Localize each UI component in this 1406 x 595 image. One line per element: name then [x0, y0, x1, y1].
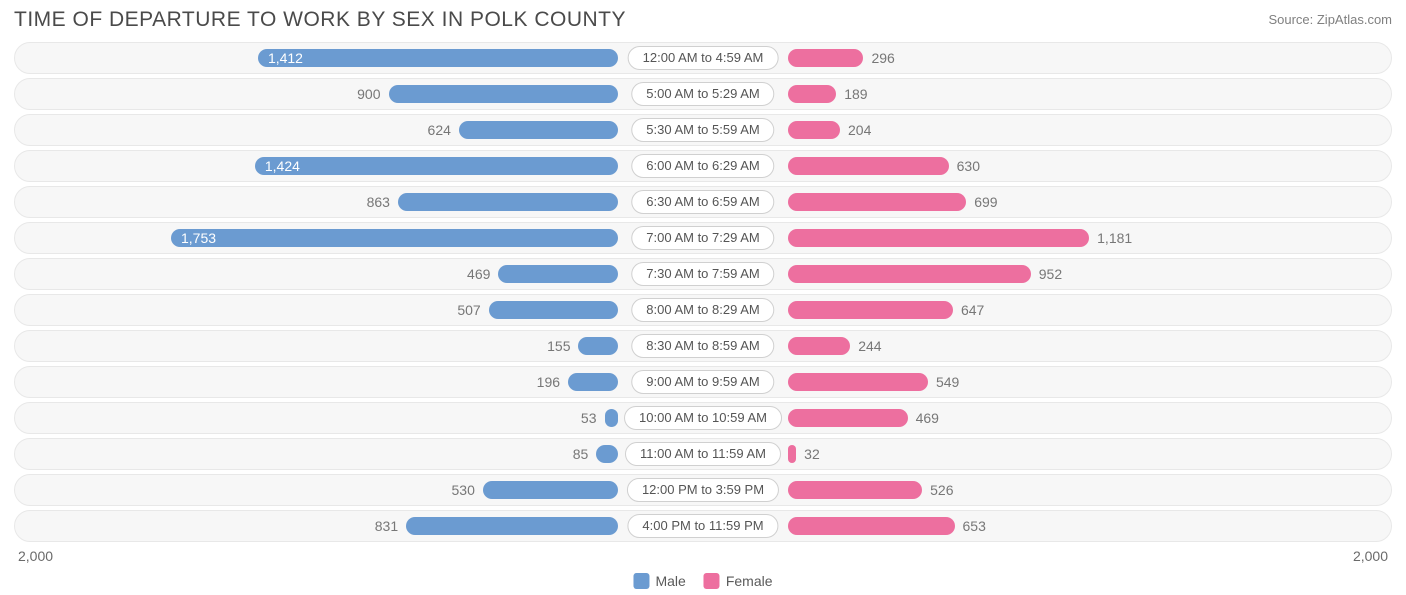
female-bar	[788, 337, 850, 355]
category-label: 7:00 AM to 7:29 AM	[631, 226, 774, 250]
chart-row: 1,412 296 12:00 AM to 4:59 AM	[14, 42, 1392, 74]
chart-row: 53 469 10:00 AM to 10:59 AM	[14, 402, 1392, 434]
male-bar	[389, 85, 619, 103]
male-bar	[605, 409, 619, 427]
male-value-label: 863	[367, 194, 390, 210]
category-label: 5:30 AM to 5:59 AM	[631, 118, 774, 142]
female-value-label: 296	[871, 50, 894, 66]
category-label: 7:30 AM to 7:59 AM	[631, 262, 774, 286]
chart-row: 507 647 8:00 AM to 8:29 AM	[14, 294, 1392, 326]
male-bar	[258, 49, 618, 67]
female-bar	[788, 157, 949, 175]
female-value-label: 630	[957, 158, 980, 174]
x-axis: 2,000 2,000	[0, 546, 1406, 564]
male-bar	[489, 301, 618, 319]
category-label: 12:00 PM to 3:59 PM	[627, 478, 779, 502]
chart-row: 1,753 1,181 7:00 AM to 7:29 AM	[14, 222, 1392, 254]
female-bar	[788, 193, 966, 211]
female-value-label: 526	[930, 482, 953, 498]
male-bar	[171, 229, 618, 247]
category-label: 4:00 PM to 11:59 PM	[627, 514, 778, 538]
axis-right-label: 2,000	[1353, 548, 1388, 564]
male-value-label: 155	[547, 338, 570, 354]
chart-row: 1,424 630 6:00 AM to 6:29 AM	[14, 150, 1392, 182]
male-value-label: 831	[375, 518, 398, 534]
chart-row: 900 189 5:00 AM to 5:29 AM	[14, 78, 1392, 110]
female-bar	[788, 481, 922, 499]
female-bar	[788, 85, 836, 103]
male-value-label: 53	[581, 410, 597, 426]
axis-left-label: 2,000	[18, 548, 53, 564]
female-bar	[788, 265, 1031, 283]
legend-item-female: Female	[704, 573, 773, 589]
category-label: 10:00 AM to 10:59 AM	[624, 406, 782, 430]
male-bar	[596, 445, 618, 463]
female-value-label: 549	[936, 374, 959, 390]
female-value-label: 647	[961, 302, 984, 318]
category-label: 6:00 AM to 6:29 AM	[631, 154, 774, 178]
female-bar	[788, 301, 953, 319]
chart-row: 469 952 7:30 AM to 7:59 AM	[14, 258, 1392, 290]
category-label: 6:30 AM to 6:59 AM	[631, 190, 774, 214]
female-value-label: 204	[848, 122, 871, 138]
female-bar	[788, 49, 863, 67]
chart-row: 624 204 5:30 AM to 5:59 AM	[14, 114, 1392, 146]
female-value-label: 244	[858, 338, 881, 354]
category-label: 11:00 AM to 11:59 AM	[625, 442, 781, 466]
male-value-label: 196	[537, 374, 560, 390]
female-value-label: 32	[804, 446, 820, 462]
female-value-label: 189	[844, 86, 867, 102]
male-value-label: 1,424	[265, 158, 300, 174]
chart-source: Source: ZipAtlas.com	[1268, 12, 1392, 27]
legend-female-label: Female	[726, 573, 773, 589]
male-bar	[406, 517, 618, 535]
female-bar	[788, 445, 796, 463]
male-bar	[568, 373, 618, 391]
legend-item-male: Male	[633, 573, 685, 589]
male-bar	[483, 481, 618, 499]
chart-header: TIME OF DEPARTURE TO WORK BY SEX IN POLK…	[0, 0, 1406, 42]
female-value-label: 653	[963, 518, 986, 534]
male-bar	[255, 157, 618, 175]
category-label: 5:00 AM to 5:29 AM	[631, 82, 774, 106]
male-value-label: 530	[452, 482, 475, 498]
legend: Male Female	[633, 573, 772, 589]
legend-male-label: Male	[655, 573, 685, 589]
category-label: 12:00 AM to 4:59 AM	[628, 46, 779, 70]
male-bar	[498, 265, 618, 283]
male-value-label: 1,412	[268, 50, 303, 66]
female-bar	[788, 121, 840, 139]
male-bar	[459, 121, 618, 139]
male-bar	[578, 337, 618, 355]
male-value-label: 1,753	[181, 230, 216, 246]
female-bar	[788, 373, 928, 391]
male-value-label: 900	[357, 86, 380, 102]
female-value-label: 469	[916, 410, 939, 426]
category-label: 9:00 AM to 9:59 AM	[631, 370, 774, 394]
chart-row: 530 526 12:00 PM to 3:59 PM	[14, 474, 1392, 506]
female-bar	[788, 229, 1089, 247]
male-value-label: 85	[573, 446, 589, 462]
male-value-label: 469	[467, 266, 490, 282]
category-label: 8:30 AM to 8:59 AM	[631, 334, 774, 358]
female-bar	[788, 517, 955, 535]
chart-row: 863 699 6:30 AM to 6:59 AM	[14, 186, 1392, 218]
female-value-label: 1,181	[1097, 230, 1132, 246]
male-swatch	[633, 573, 649, 589]
chart-row: 196 549 9:00 AM to 9:59 AM	[14, 366, 1392, 398]
chart-row: 155 244 8:30 AM to 8:59 AM	[14, 330, 1392, 362]
chart-row: 85 32 11:00 AM to 11:59 AM	[14, 438, 1392, 470]
female-value-label: 699	[974, 194, 997, 210]
female-value-label: 952	[1039, 266, 1062, 282]
female-swatch	[704, 573, 720, 589]
chart-title: TIME OF DEPARTURE TO WORK BY SEX IN POLK…	[14, 8, 626, 32]
male-bar	[398, 193, 618, 211]
category-label: 8:00 AM to 8:29 AM	[631, 298, 774, 322]
male-value-label: 624	[428, 122, 451, 138]
male-value-label: 507	[457, 302, 480, 318]
female-bar	[788, 409, 908, 427]
chart-area: 1,412 296 12:00 AM to 4:59 AM 900 189 5:00 AM…	[0, 42, 1406, 542]
chart-row: 831 653 4:00 PM to 11:59 PM	[14, 510, 1392, 542]
